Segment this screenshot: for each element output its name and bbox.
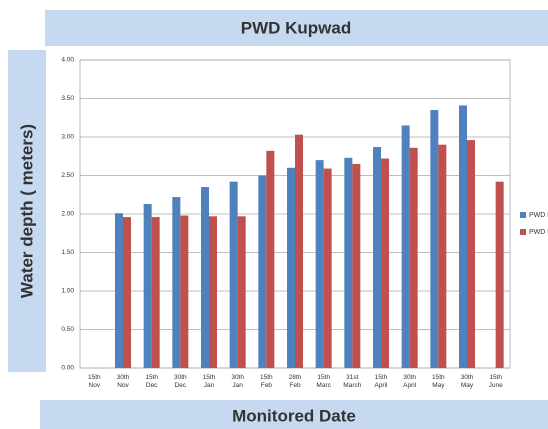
y-tick-label: 2.00 bbox=[61, 211, 74, 218]
y-tick-label: 3.50 bbox=[61, 95, 74, 102]
x-tick-label: 15th Nov bbox=[88, 374, 101, 389]
bar bbox=[352, 163, 361, 368]
legend-label: PWD K bbox=[529, 229, 548, 236]
bar bbox=[409, 147, 418, 368]
bar bbox=[373, 147, 381, 368]
bar bbox=[430, 110, 439, 369]
legend-swatch bbox=[520, 212, 526, 218]
bar bbox=[115, 213, 123, 368]
x-tick-label: 31st March bbox=[343, 374, 362, 389]
bar bbox=[381, 158, 389, 368]
bar bbox=[123, 217, 131, 368]
x-tick-label: 15th Feb bbox=[260, 374, 273, 389]
bar bbox=[209, 216, 217, 368]
y-tick-label: 1.00 bbox=[61, 288, 74, 295]
bar bbox=[344, 157, 353, 368]
bar bbox=[401, 125, 410, 368]
bar bbox=[143, 203, 152, 368]
legend-label: PWD K bbox=[529, 212, 548, 219]
bar bbox=[172, 197, 181, 368]
bar bbox=[151, 217, 160, 368]
bar bbox=[237, 216, 246, 368]
bar bbox=[201, 187, 209, 368]
x-tick-label: 15th May bbox=[432, 374, 445, 389]
x-banner bbox=[40, 400, 548, 429]
x-tick-label: 15th June bbox=[488, 374, 503, 389]
y-tick-label: 4.00 bbox=[61, 57, 74, 64]
y-tick-label: 1.50 bbox=[61, 249, 74, 256]
x-tick-label: 30th April bbox=[403, 374, 417, 389]
y-tick-label: 0.50 bbox=[61, 326, 74, 333]
x-tick-label: 28th Feb bbox=[288, 374, 302, 389]
bar bbox=[467, 140, 475, 368]
y-tick-label: 0.00 bbox=[61, 365, 74, 372]
bar bbox=[323, 168, 332, 368]
title-banner bbox=[45, 10, 548, 46]
x-tick-label: 15th Dec bbox=[145, 374, 158, 389]
x-tick-label: 15th Marc bbox=[316, 374, 331, 389]
bar bbox=[287, 167, 295, 368]
y-banner bbox=[8, 50, 46, 372]
bar bbox=[295, 134, 303, 368]
bar bbox=[315, 160, 324, 368]
bar bbox=[438, 144, 447, 368]
bar bbox=[258, 175, 267, 368]
bar bbox=[459, 105, 467, 369]
chart-title: PWD Kupwad bbox=[241, 18, 352, 37]
y-tick-label: 2.50 bbox=[61, 172, 74, 179]
y-axis-title: Water depth ( meters) bbox=[17, 124, 36, 298]
bar bbox=[266, 150, 275, 368]
x-axis-title: Monitored Date bbox=[232, 406, 356, 425]
x-tick-label: 30th Nov bbox=[116, 374, 130, 389]
y-tick-label: 3.00 bbox=[61, 134, 74, 141]
bar bbox=[180, 215, 189, 368]
legend-swatch bbox=[520, 229, 526, 235]
x-tick-label: 30th Dec bbox=[174, 374, 187, 389]
x-tick-label: 15th Jan bbox=[202, 374, 216, 389]
x-tick-label: 15th April bbox=[374, 374, 388, 389]
x-tick-label: 30th Jan bbox=[231, 374, 244, 389]
bar bbox=[495, 181, 504, 368]
x-tick-label: 30th May bbox=[460, 374, 474, 389]
bar bbox=[229, 181, 238, 368]
